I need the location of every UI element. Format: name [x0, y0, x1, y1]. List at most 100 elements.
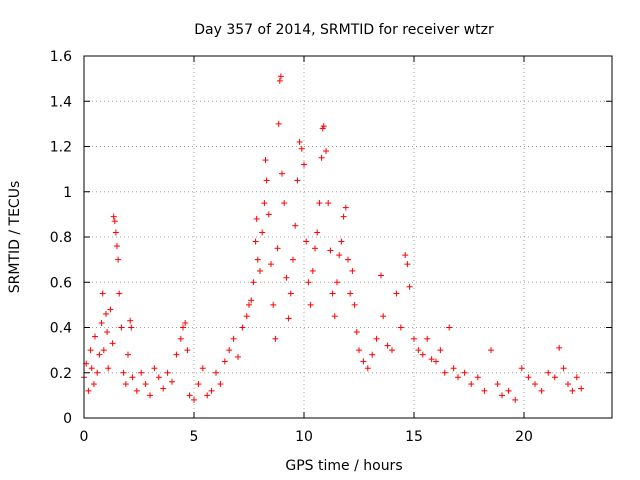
data-point: [164, 369, 171, 376]
x-tick-label: 5: [190, 429, 199, 445]
data-point: [98, 319, 105, 326]
data-point: [92, 333, 98, 340]
data-point: [532, 381, 538, 388]
data-point: [96, 351, 103, 358]
data-point: [415, 347, 422, 354]
y-tick-label: 1.4: [50, 94, 72, 110]
data-point: [307, 301, 314, 308]
data-point: [125, 351, 131, 358]
data-point: [450, 365, 457, 372]
data-point: [312, 245, 318, 252]
data-point: [336, 252, 343, 259]
data-point: [292, 222, 299, 229]
x-tick-label: 10: [295, 429, 313, 445]
data-point: [115, 256, 122, 263]
data-point: [120, 369, 127, 376]
data-point: [296, 138, 303, 145]
data-point: [110, 213, 117, 220]
data-point: [208, 387, 215, 394]
data-point: [127, 317, 134, 324]
data-point: [281, 200, 288, 207]
data-point: [257, 267, 263, 274]
y-tick-label: 1.6: [50, 49, 72, 65]
x-tick-label: 20: [515, 429, 533, 445]
data-point: [259, 229, 266, 236]
data-point: [272, 335, 279, 342]
data-point: [320, 123, 327, 130]
data-point: [334, 279, 340, 286]
data-point: [389, 347, 395, 354]
data-point: [325, 200, 332, 207]
data-point: [525, 374, 532, 381]
data-point: [468, 381, 475, 388]
data-point: [177, 335, 184, 342]
data-point: [246, 301, 252, 308]
data-point: [340, 213, 347, 220]
data-point: [569, 387, 576, 394]
y-tick-label: 0: [63, 411, 72, 427]
data-point: [252, 238, 259, 245]
data-point: [87, 347, 94, 354]
data-point: [512, 396, 519, 403]
data-point: [250, 279, 257, 286]
data-point: [104, 329, 111, 336]
data-point: [142, 381, 149, 388]
data-point: [393, 290, 400, 297]
data-point: [402, 252, 409, 259]
data-point: [298, 145, 305, 152]
data-point: [347, 290, 354, 297]
data-point: [364, 365, 371, 372]
data-point: [276, 77, 283, 84]
data-point: [195, 381, 202, 388]
data-point: [248, 297, 255, 304]
data-point: [275, 120, 282, 127]
data-point: [253, 215, 260, 222]
data-point: [351, 301, 358, 308]
data-point: [111, 218, 118, 225]
data-point: [262, 157, 269, 164]
data-point: [481, 387, 488, 394]
data-point: [105, 365, 112, 372]
data-point: [199, 365, 206, 372]
chart-title: Day 357 of 2014, SRMTID for receiver wtz…: [194, 22, 494, 38]
data-point: [518, 365, 525, 372]
data-point: [305, 279, 312, 286]
data-point: [100, 347, 107, 354]
data-point: [147, 392, 153, 399]
data-point: [433, 358, 439, 365]
data-point: [345, 256, 351, 263]
data-point: [186, 392, 193, 399]
data-point: [112, 229, 119, 236]
data-point: [323, 148, 329, 155]
data-point: [406, 283, 413, 290]
y-tick-label: 0.4: [50, 321, 72, 337]
data-point: [129, 374, 136, 381]
y-tick-label: 1: [63, 185, 72, 201]
data-point: [155, 374, 162, 381]
data-point: [287, 290, 294, 297]
data-point: [274, 245, 281, 252]
y-axis-label: SRMTID / TECUs: [7, 181, 23, 294]
data-point: [384, 342, 391, 349]
data-point: [109, 340, 116, 347]
data-point: [397, 324, 404, 331]
data-point: [283, 274, 290, 281]
grid: [84, 56, 612, 418]
data-point: [285, 315, 292, 322]
data-point: [90, 381, 97, 388]
data-point: [122, 381, 129, 388]
data-point: [428, 356, 435, 363]
data-point: [204, 392, 211, 399]
data-point: [226, 347, 233, 354]
data-point: [419, 351, 426, 358]
data-point: [151, 365, 158, 372]
data-point: [338, 238, 345, 245]
data-point: [180, 324, 186, 331]
data-point: [356, 347, 362, 354]
data-point: [133, 387, 140, 394]
data-point: [329, 290, 336, 297]
data-point: [369, 351, 376, 358]
data-point: [560, 365, 567, 372]
data-point: [261, 200, 268, 207]
